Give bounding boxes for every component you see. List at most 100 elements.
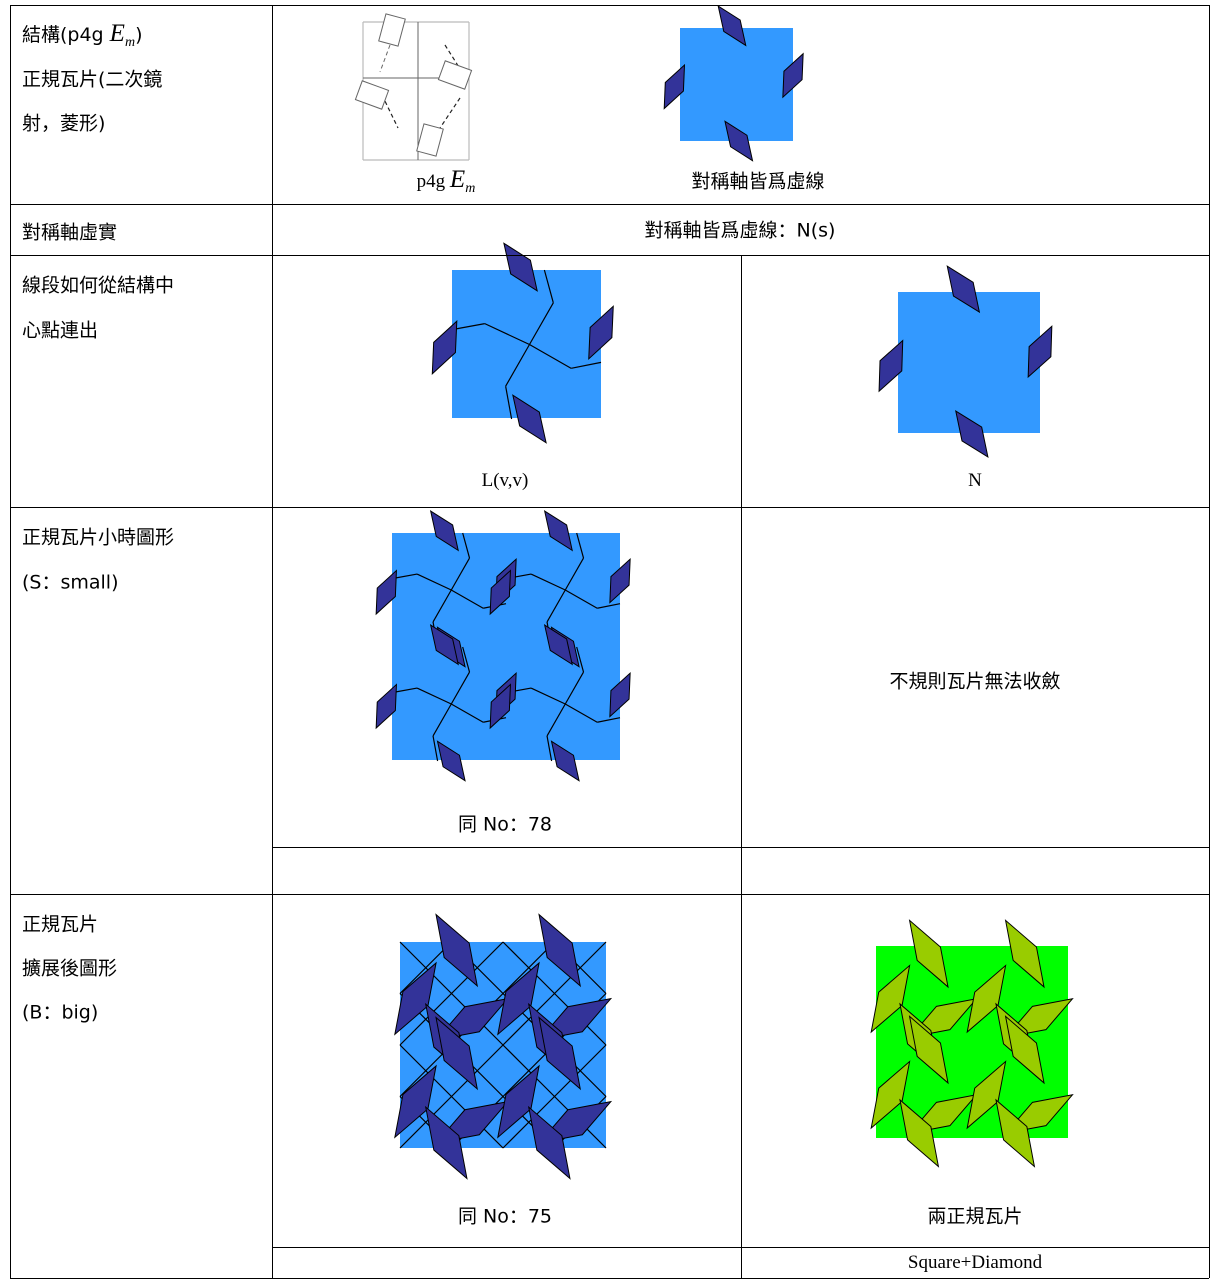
caption: 對稱軸皆爲虛線 bbox=[691, 170, 825, 193]
tile-line bbox=[450, 703, 484, 723]
rule bbox=[10, 204, 1209, 205]
diamond bbox=[429, 623, 459, 666]
tile-line bbox=[529, 343, 572, 369]
row-header: 對稱軸虛實 bbox=[22, 221, 118, 244]
rule bbox=[10, 894, 1209, 895]
row-header: 正規瓦片 bbox=[22, 913, 99, 936]
tile-line bbox=[597, 717, 621, 723]
tile-line bbox=[399, 993, 452, 1046]
sketch-piece bbox=[416, 123, 444, 157]
tile-line bbox=[432, 735, 439, 762]
diamond bbox=[375, 683, 397, 730]
text: m bbox=[124, 35, 136, 50]
tile-line bbox=[432, 703, 452, 737]
diamond bbox=[394, 1064, 437, 1139]
row-header: 線段如何從結構中 bbox=[22, 274, 175, 297]
diamond bbox=[724, 120, 754, 162]
tile-line bbox=[554, 1044, 607, 1097]
diamond bbox=[908, 1015, 949, 1085]
tile-line bbox=[451, 1044, 504, 1097]
tile-line bbox=[432, 589, 452, 623]
text: ) bbox=[135, 24, 143, 46]
tile-line bbox=[450, 671, 471, 705]
rule bbox=[272, 847, 1209, 848]
tile-line bbox=[564, 671, 585, 705]
tile-line bbox=[564, 589, 598, 609]
tile-line bbox=[505, 386, 513, 420]
caption: 兩正規瓦片 bbox=[927, 1205, 1023, 1228]
sketch-piece bbox=[437, 60, 473, 90]
caption: N bbox=[968, 470, 982, 491]
tile-square bbox=[392, 533, 620, 760]
text: E bbox=[109, 20, 125, 47]
diamond bbox=[489, 569, 511, 616]
tile-line bbox=[576, 532, 585, 559]
diamond bbox=[435, 913, 479, 988]
diamond bbox=[435, 1016, 479, 1091]
sketch-piece bbox=[354, 80, 390, 110]
tile-line bbox=[571, 361, 602, 369]
tile-line bbox=[576, 646, 585, 673]
tile-line bbox=[450, 557, 471, 591]
text: E bbox=[449, 166, 466, 193]
row-header: 正規瓦片(二次鏡 bbox=[22, 68, 163, 91]
tile-square bbox=[680, 28, 793, 141]
tile-line bbox=[416, 687, 452, 705]
caption: 同 No：75 bbox=[457, 1205, 553, 1228]
caption: L(v,v) bbox=[481, 470, 529, 491]
caption: 對稱軸皆爲虛線：N(s) bbox=[644, 219, 836, 242]
text: m bbox=[465, 181, 476, 196]
diamond bbox=[955, 410, 989, 458]
rule bbox=[272, 5, 273, 1278]
rule bbox=[10, 507, 1209, 508]
diamond bbox=[966, 1060, 1007, 1130]
tile-line bbox=[502, 1096, 555, 1149]
diamond bbox=[908, 919, 949, 989]
diamond bbox=[497, 1064, 540, 1139]
diamond bbox=[899, 1098, 940, 1168]
tile-line bbox=[502, 993, 555, 1046]
diamond bbox=[663, 63, 686, 110]
diamond bbox=[550, 740, 580, 782]
tile-square bbox=[452, 270, 601, 418]
row-header: (S：small) bbox=[22, 571, 119, 594]
tile-line bbox=[462, 532, 471, 559]
tile-line bbox=[450, 589, 484, 609]
text: p4g bbox=[416, 171, 450, 192]
tile-line bbox=[451, 323, 485, 331]
diamond bbox=[538, 1016, 582, 1091]
diamond bbox=[1027, 325, 1053, 379]
diamond bbox=[543, 509, 573, 552]
diamond bbox=[870, 1060, 911, 1130]
sketch-piece bbox=[378, 13, 406, 47]
diamond bbox=[543, 623, 573, 666]
diamond bbox=[497, 961, 540, 1036]
tile-line bbox=[381, 94, 399, 129]
diamond bbox=[878, 339, 904, 393]
tile-line bbox=[554, 941, 607, 994]
tile-line bbox=[546, 735, 553, 762]
diamond bbox=[588, 305, 614, 361]
rule bbox=[272, 1247, 1209, 1248]
tile-line bbox=[439, 97, 461, 129]
diamond bbox=[436, 740, 466, 782]
tile-line bbox=[564, 557, 585, 591]
diamond bbox=[966, 964, 1007, 1034]
row-header: 心點連出 bbox=[22, 319, 99, 342]
rule bbox=[10, 5, 1209, 6]
tile-line bbox=[444, 44, 463, 73]
row-header: 射，菱形) bbox=[22, 112, 106, 135]
tile-line bbox=[505, 344, 531, 387]
tile-line bbox=[546, 703, 566, 737]
tile-line bbox=[546, 589, 566, 623]
tile-line bbox=[462, 646, 471, 673]
row-header: 正規瓦片小時圖形 bbox=[22, 526, 175, 549]
diamond bbox=[489, 683, 511, 730]
tile-line bbox=[530, 573, 566, 591]
tile-line bbox=[451, 941, 504, 994]
diamond bbox=[375, 569, 397, 616]
diamond bbox=[527, 1105, 571, 1180]
tile-line bbox=[564, 703, 598, 723]
rule bbox=[10, 255, 1209, 256]
